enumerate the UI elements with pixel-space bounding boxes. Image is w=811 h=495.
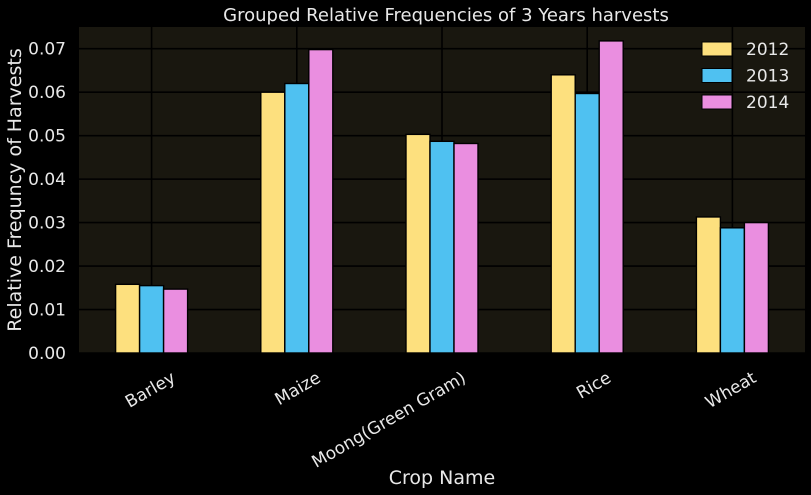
y-tick-label: 0.05 [28,127,66,147]
legend: 2012 2013 2014 [701,40,789,113]
chart-title: Grouped Relative Frequencies of 3 Years … [223,5,669,26]
legend-swatch-2013 [701,68,733,83]
y-tick-label: 0.03 [28,214,66,234]
legend-label-2012: 2012 [746,40,789,60]
y-tick-label: 0.00 [28,344,66,364]
legend-label-2013: 2013 [746,67,789,87]
bar-2014-4 [743,221,770,354]
legend-label-2014: 2014 [746,93,789,113]
legend-swatch-2012 [701,41,733,57]
bar-2014-0 [162,288,189,354]
y-tick-label: 0.06 [28,83,66,103]
bar-2012-3 [550,74,576,354]
bars [114,40,770,354]
bar-2012-0 [114,283,141,354]
x-tick-label: Barley [122,368,179,412]
bar-2014-1 [308,48,334,354]
bar-2012-2 [405,133,431,354]
x-tick-label: Rice [573,368,614,403]
bar-2014-2 [453,142,479,354]
x-tick-label: Wheat [702,368,760,413]
x-axis-label: Crop Name [389,467,495,489]
y-tick-label: 0.07 [28,40,66,60]
bar-2014-3 [598,40,624,354]
y-tick-label: 0.04 [28,170,66,190]
bar-2012-4 [695,216,722,354]
y-tick-label: 0.01 [28,301,66,321]
bar-2013-4 [719,227,746,354]
x-tick-label: Maize [272,368,325,410]
bar-2013-2 [429,140,455,354]
y-tick-label: 0.02 [28,257,66,277]
bar-2013-3 [574,92,600,354]
y-axis-ticks: 0.00 0.01 0.02 0.03 0.04 0.05 0.06 0.07 [28,40,66,364]
legend-swatch-2014 [701,94,733,110]
y-axis-label: Relative Frequncy of Harvests [4,48,26,331]
bar-2013-0 [138,284,165,354]
bar-2013-1 [284,82,310,354]
bar-2012-1 [260,91,286,354]
x-tick-label: Moong(Green Gram) [309,368,470,472]
